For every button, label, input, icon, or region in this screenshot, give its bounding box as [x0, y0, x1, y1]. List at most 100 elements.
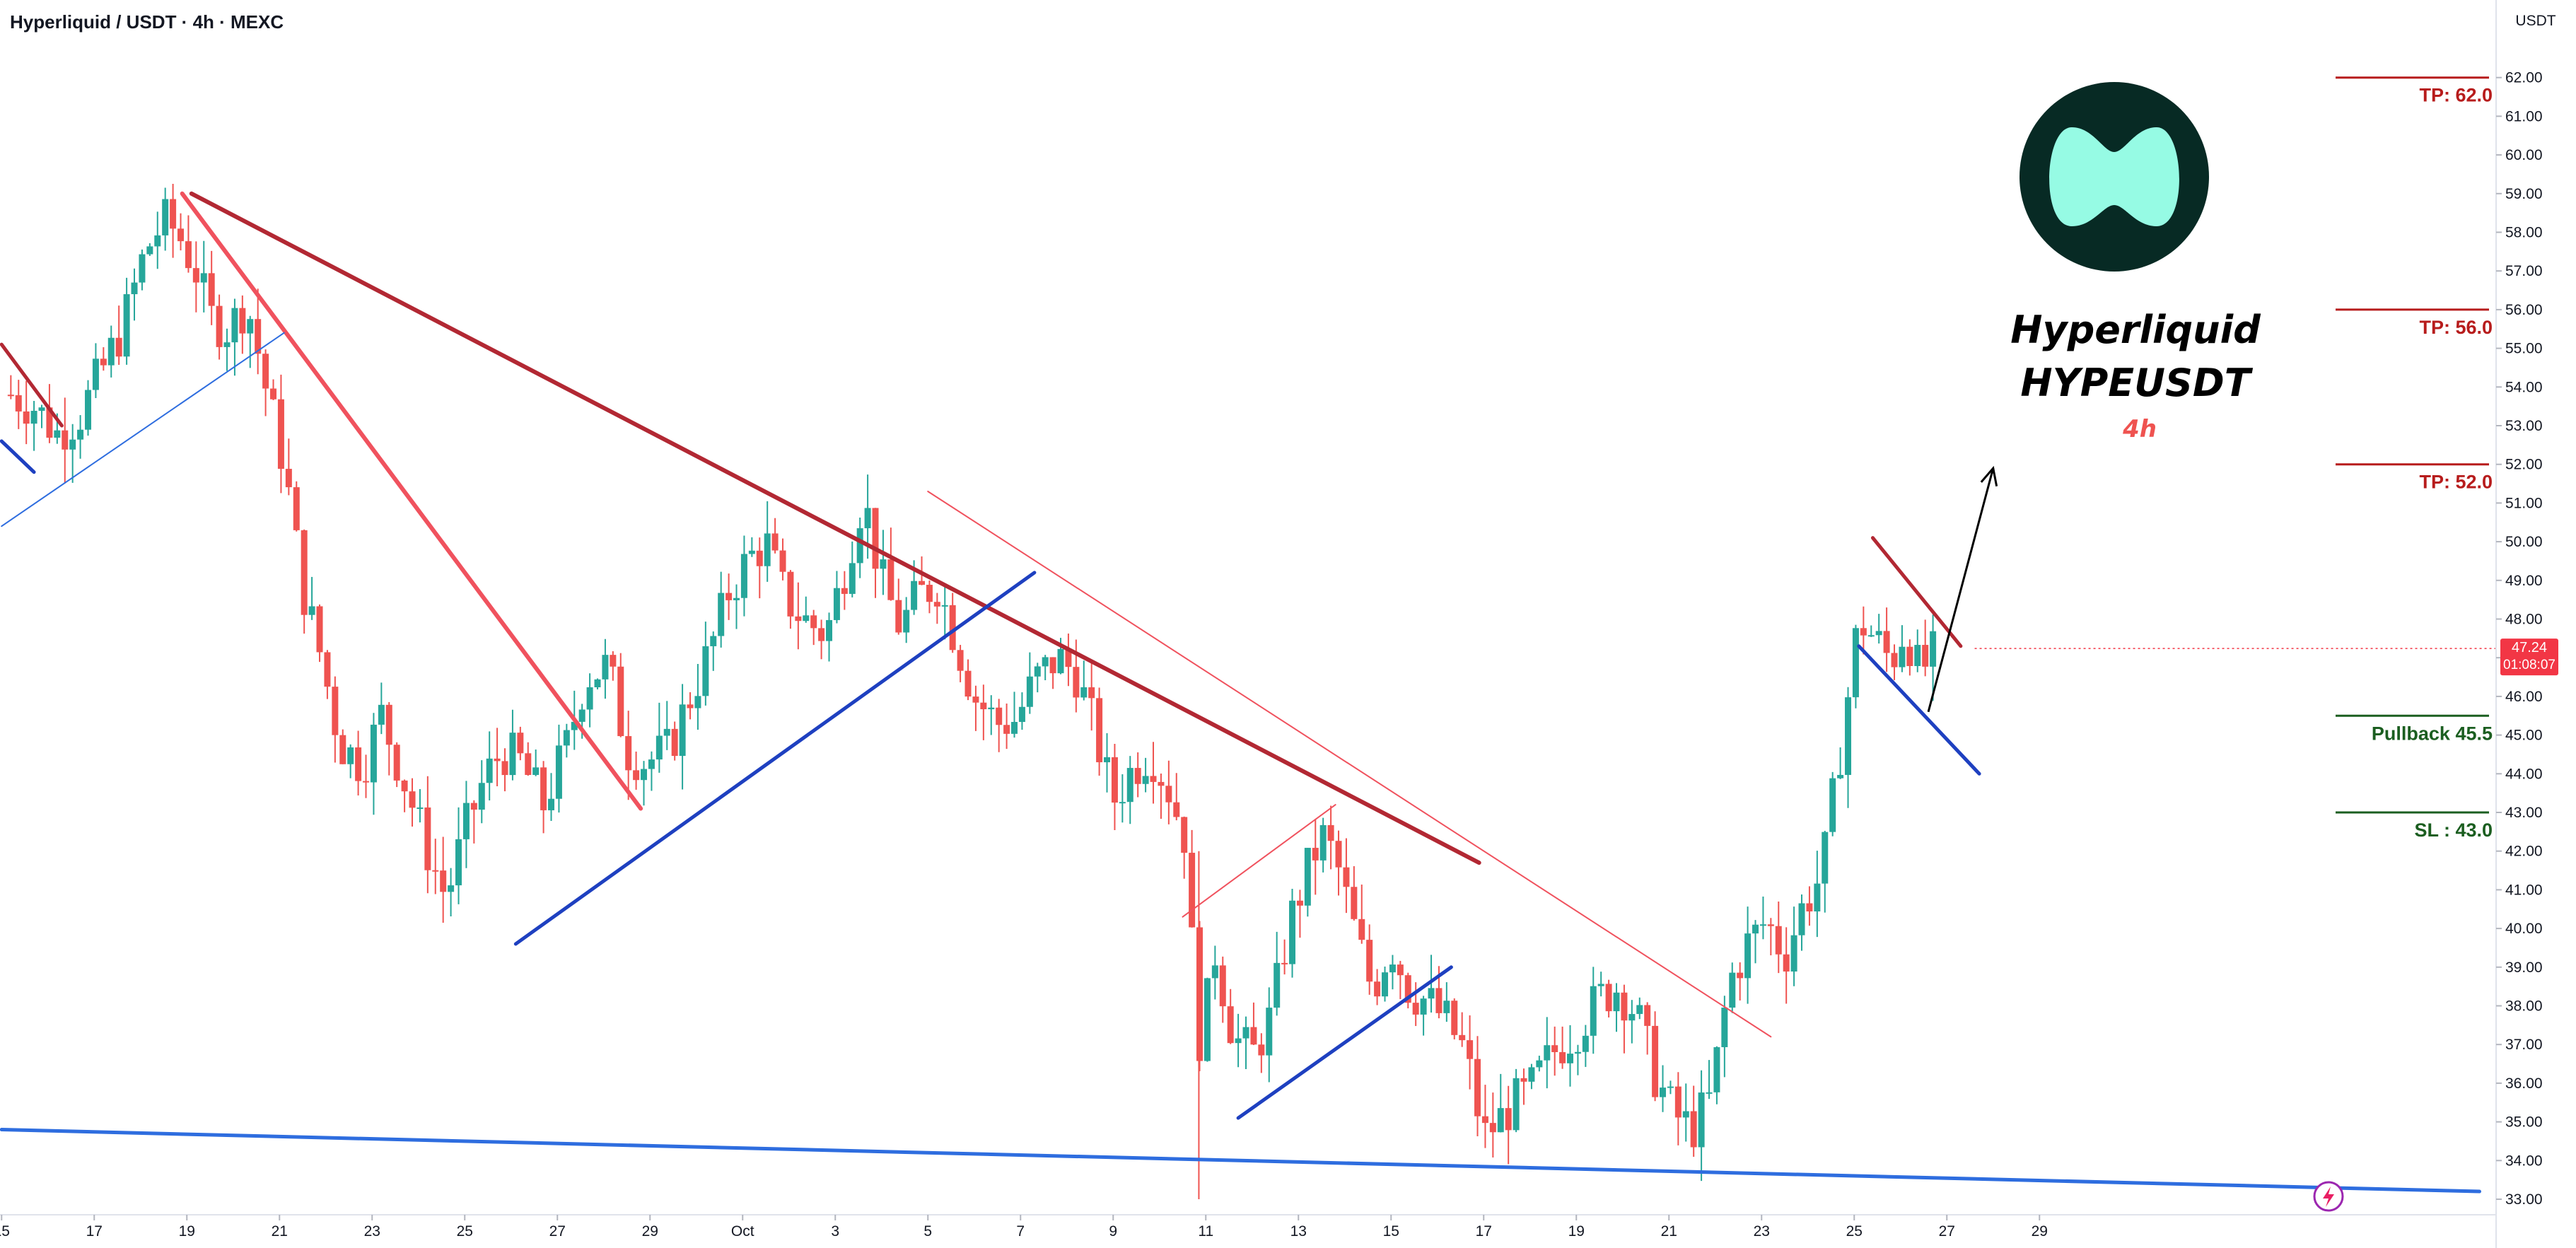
- bear-candle: [926, 585, 933, 602]
- bull-candle: [347, 747, 354, 764]
- bull-candle: [1042, 657, 1049, 667]
- ascending-support-line[interactable]: [513, 571, 1037, 946]
- bear-candle: [1374, 981, 1381, 997]
- bear-candle: [972, 696, 979, 703]
- bear-candle: [756, 550, 763, 566]
- secondary-resistance-line[interactable]: [927, 490, 1772, 1038]
- bull-candle: [1057, 648, 1064, 674]
- bear-candle: [1327, 824, 1334, 841]
- price-tick-label: 57.00: [2505, 263, 2543, 279]
- projection-arrow-shaft[interactable]: [1927, 467, 1995, 713]
- bear-candle: [1404, 975, 1411, 1003]
- time-tick-label: 25: [457, 1223, 473, 1240]
- upper-channel-line[interactable]: [0, 342, 64, 428]
- bull-candle: [1528, 1067, 1535, 1082]
- brand-timeframe: 4h: [2122, 415, 2157, 443]
- bull-candle: [941, 605, 948, 607]
- price-tick-label: 45.00: [2505, 728, 2543, 744]
- bull-candle: [1497, 1108, 1504, 1133]
- bear-candle: [1674, 1086, 1682, 1118]
- bull-candle: [509, 733, 516, 776]
- bear-candle: [409, 791, 416, 808]
- bull-candle: [1636, 1005, 1643, 1015]
- bull-candle: [1667, 1086, 1674, 1088]
- bull-candle: [247, 319, 254, 334]
- steep-resistance-line[interactable]: [180, 191, 643, 811]
- bull-candle: [200, 273, 207, 283]
- bull-candle: [1590, 986, 1597, 1036]
- bull-candle: [416, 807, 424, 810]
- thin-support-line[interactable]: [1, 332, 285, 527]
- bull-candle: [1698, 1092, 1705, 1148]
- price-tick-label: 39.00: [2505, 960, 2543, 976]
- price-tick-label: 44.00: [2505, 766, 2543, 782]
- bull-candle: [1790, 935, 1797, 972]
- bull-candle: [663, 728, 670, 736]
- brand-name: Hyperliquid: [2010, 308, 2261, 352]
- trendline-drawings[interactable]: [0, 191, 2481, 1194]
- bull-candle: [77, 429, 84, 440]
- bull-candle: [1242, 1027, 1249, 1039]
- bear-candle: [1474, 1059, 1481, 1116]
- bear-candle: [208, 273, 215, 306]
- time-tick-label: 3: [831, 1223, 839, 1240]
- flag-resistance-line[interactable]: [1870, 536, 1963, 648]
- projection-arrow-head: [1980, 465, 1998, 486]
- price-tick-label: 55.00: [2505, 341, 2543, 357]
- projection-arrow[interactable]: [1927, 465, 1998, 713]
- bull-candle: [1628, 1014, 1636, 1021]
- price-tick-label: 54.00: [2505, 379, 2543, 395]
- price-tick-label: 58.00: [2505, 225, 2543, 241]
- bear-candle: [192, 268, 199, 283]
- bear-candle: [170, 199, 177, 229]
- bull-candle: [718, 593, 725, 636]
- bear-candle: [1621, 992, 1628, 1021]
- price-tick-label: 62.00: [2505, 70, 2543, 86]
- bear-candle: [1737, 972, 1744, 979]
- bear-candle: [1451, 1001, 1458, 1035]
- bull-candle: [1026, 676, 1033, 707]
- descending-resistance-line[interactable]: [189, 191, 1481, 865]
- bull-candle: [1536, 1060, 1543, 1068]
- long-term-support-line[interactable]: [0, 1128, 2481, 1194]
- bear-candle: [1250, 1027, 1257, 1045]
- price-tick-label: 49.00: [2505, 573, 2543, 589]
- bear-candle: [7, 395, 14, 397]
- bull-candle: [1822, 832, 1829, 884]
- bull-candle: [162, 199, 169, 235]
- bull-candle: [1759, 924, 1766, 926]
- rising-support-line[interactable]: [1236, 965, 1453, 1120]
- lightning-icon[interactable]: [2313, 1181, 2344, 1212]
- level-label: TP: 62.0: [2419, 85, 2493, 106]
- bear-candle: [1088, 687, 1095, 699]
- bear-candle: [1481, 1116, 1488, 1124]
- bull-candle: [30, 410, 37, 424]
- time-tick-label: 15: [0, 1223, 10, 1240]
- bull-candle: [1798, 903, 1805, 935]
- bull-candle: [602, 655, 609, 680]
- branding-block: Hyperliquid HYPEUSDT 4h: [2010, 82, 2261, 443]
- lower-channel-line[interactable]: [0, 439, 36, 474]
- bull-candle: [1613, 992, 1620, 1012]
- bear-candle: [1312, 848, 1319, 861]
- bull-candle: [648, 759, 655, 769]
- flag-support-line[interactable]: [1857, 644, 1981, 776]
- price-tick-label: 38.00: [2505, 998, 2543, 1015]
- bull-candle: [54, 430, 61, 438]
- bear-candle: [1467, 1040, 1474, 1059]
- bear-candle: [1281, 962, 1288, 964]
- price-tick-label: 41.00: [2505, 882, 2543, 898]
- bear-candle: [779, 550, 786, 572]
- bear-candle: [1158, 781, 1165, 786]
- bull-candle: [1597, 984, 1604, 986]
- target-level-lines[interactable]: TP: 62.0 TP: 56.0 TP: 52.0 Pullback 45.5 SL …: [2336, 76, 2493, 841]
- current-price-tag[interactable]: 47.24 01:08:07: [2500, 638, 2558, 676]
- bull-candle: [448, 885, 455, 892]
- bear-candle: [633, 770, 640, 781]
- bear-candle: [1173, 802, 1180, 817]
- time-axis-ticks[interactable]: 15 17 19 21 23 25 27 29 Oct 3 5 7 9 11 13 15 17 19 21 23 25 2…: [0, 1215, 2048, 1240]
- short-rising-channel-line[interactable]: [1182, 804, 1336, 918]
- bear-candle: [115, 337, 122, 357]
- bear-candle: [1775, 926, 1782, 955]
